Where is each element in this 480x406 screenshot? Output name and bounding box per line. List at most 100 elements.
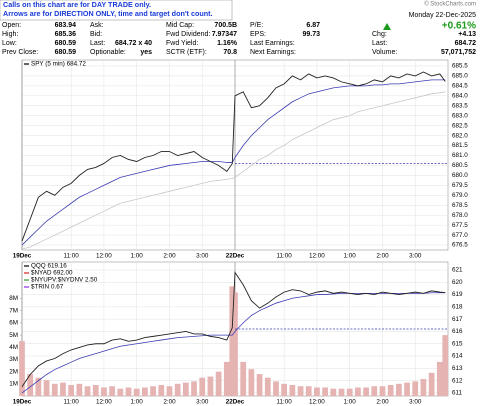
volume-bar <box>150 386 156 396</box>
volume-bar <box>338 388 345 396</box>
y-tick-label: 681.5 <box>452 142 468 149</box>
field-label: Open: <box>2 22 21 29</box>
y-tick-label: 618 <box>452 304 463 311</box>
x-tick-label: 22Dec <box>226 253 245 260</box>
y-tick-label: 683.5 <box>452 102 468 109</box>
y2-tick-label: 2M <box>9 368 18 375</box>
y-tick-label: 682.5 <box>452 122 468 129</box>
x-tick-label: 1:00 <box>344 253 357 260</box>
field-label: Ask: <box>90 22 104 29</box>
x-tick-label: 3:00 <box>409 253 422 260</box>
y-tick-label: 685.5 <box>452 63 468 70</box>
field-value: 680.59 <box>55 49 77 56</box>
volume-bar <box>387 385 394 396</box>
field-label: Prev Close: <box>2 49 38 56</box>
volume-bar <box>322 387 328 396</box>
volume-bar <box>314 387 320 396</box>
volume-bar <box>264 377 271 396</box>
field-label: P/E: <box>250 22 263 29</box>
legend-label: QQQ 619.16 <box>31 263 67 270</box>
volume-bar <box>404 382 410 396</box>
legend-label: SPY (5 min) 684.72 <box>31 61 86 68</box>
x-tick-label: 19Dec <box>13 253 32 260</box>
volume-bar <box>166 386 173 396</box>
y-tick-label: 612 <box>452 377 463 384</box>
field-label: Low: <box>2 40 17 47</box>
y-tick-label: 684.0 <box>452 92 468 99</box>
y-tick-label: 677.5 <box>452 222 468 229</box>
volume-bar <box>248 369 255 396</box>
field-value: 99.73 <box>302 31 320 38</box>
volume-bar <box>305 386 312 396</box>
field-label: Mid Cap: <box>166 22 194 29</box>
y-tick-label: 620 <box>452 279 463 286</box>
y-tick-label: 621 <box>452 267 463 274</box>
volume-bar <box>232 292 238 396</box>
field-label: Volume: <box>372 49 397 56</box>
volume-bar <box>256 374 263 396</box>
field-label: Optionable: <box>90 49 126 56</box>
y-tick-label: 680.0 <box>452 172 468 179</box>
y-tick-label: 614 <box>452 353 463 360</box>
y2-tick-label: 6M <box>9 320 18 327</box>
y2-tick-label: 7M <box>9 307 18 314</box>
y-tick-label: 684.5 <box>452 83 468 90</box>
field-label: Last: <box>372 40 387 47</box>
change-pct: +0.61% <box>442 21 476 32</box>
volume-bar <box>109 386 115 396</box>
volume-bar <box>412 381 419 396</box>
y-tick-label: 679.5 <box>452 182 468 189</box>
x-tick-label: 3:00 <box>196 253 209 260</box>
volume-bar <box>330 388 337 396</box>
volume-bar <box>158 385 165 396</box>
price-line <box>21 79 446 246</box>
volume-bar <box>35 377 42 396</box>
volume-bar <box>281 383 288 396</box>
volume-bar <box>43 380 50 396</box>
x-tick-label: 11:00 <box>64 399 80 406</box>
x-tick-label: 12:00 <box>309 253 325 260</box>
field-label: Last: <box>90 40 105 47</box>
volume-bar <box>27 374 34 396</box>
x-tick-label: 12:00 <box>309 399 325 406</box>
volume-bar <box>346 388 353 396</box>
volume-bar <box>207 376 214 396</box>
x-tick-label: 2:00 <box>376 253 389 260</box>
field-value: 57,071,752 <box>441 49 476 56</box>
volume-bar <box>92 385 99 396</box>
field-label: Fwd Yield: <box>166 40 198 47</box>
field-label: Bid: <box>90 31 102 38</box>
price-line <box>21 292 446 394</box>
volume-bar <box>215 371 222 396</box>
field-value: 684.72 <box>455 40 477 47</box>
volume-bar <box>174 383 181 396</box>
x-tick-label: 2:00 <box>376 399 389 406</box>
field-value: 680.59 <box>55 40 77 47</box>
volume-bar <box>68 385 75 396</box>
field-value: 683.94 <box>55 22 77 29</box>
y-tick-label: 683.0 <box>452 112 468 119</box>
x-tick-label: 2:00 <box>163 253 176 260</box>
notice-box <box>0 0 233 21</box>
field-value: 1.16% <box>217 40 238 47</box>
field-label: Last Earnings: <box>250 40 295 47</box>
x-tick-label: 3:00 <box>196 399 209 406</box>
volume-bar <box>442 335 449 396</box>
y2-tick-label: 5M <box>9 332 18 339</box>
volume-bar <box>19 341 25 396</box>
x-tick-label: 3:00 <box>409 399 422 406</box>
field-value: 700.5B <box>214 22 237 29</box>
x-tick-label: 2:00 <box>163 399 176 406</box>
x-tick-label: 11:00 <box>277 399 293 406</box>
x-tick-label: 12:00 <box>96 253 112 260</box>
y2-tick-label: 4M <box>9 344 18 351</box>
y-tick-label: 619 <box>452 291 463 298</box>
x-tick-label: 22Dec <box>226 399 245 406</box>
y-tick-label: 616 <box>452 328 463 335</box>
price-line <box>21 271 446 388</box>
x-tick-label: 1:00 <box>131 399 144 406</box>
y-tick-label: 685.0 <box>452 73 468 80</box>
field-label: EPS: <box>250 31 266 38</box>
y2-tick-label: 8M <box>9 295 18 302</box>
charts: 676.5 677.0 677.5 678.0 678.5 679.0 679.5 680.0… <box>9 59 468 406</box>
